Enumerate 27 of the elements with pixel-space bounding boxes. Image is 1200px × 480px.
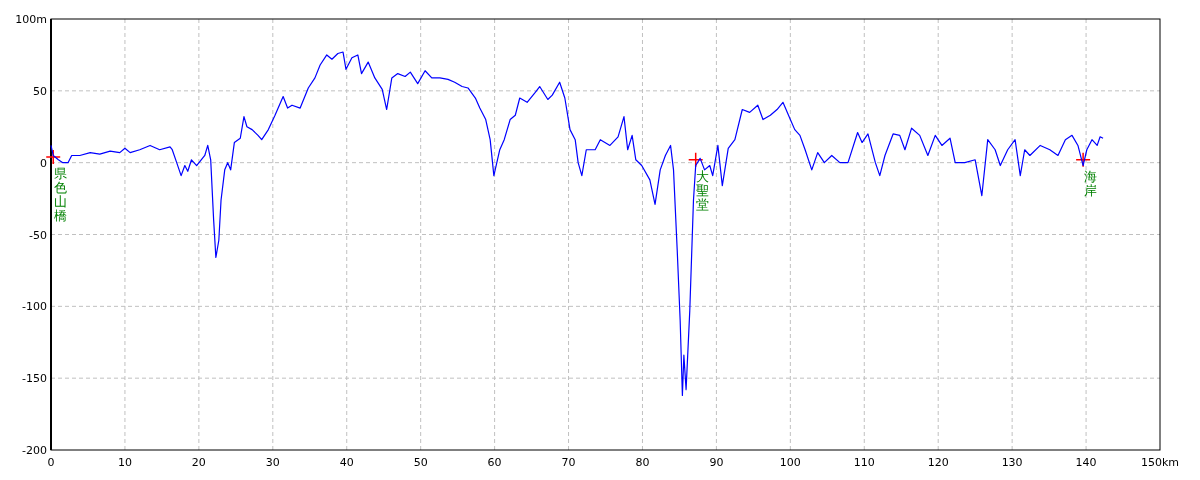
x-tick-label: 90 (709, 456, 724, 469)
x-tick-label: 60 (487, 456, 502, 469)
x-tick-label: 40 (339, 456, 354, 469)
x-tick-label: 50 (413, 456, 428, 469)
y-tick-label: -100 (22, 300, 47, 314)
x-tick-label: 140 (1075, 456, 1097, 469)
line-series (50, 51, 1104, 397)
x-tick-label: 0 (47, 456, 55, 469)
y-tick-label: -50 (29, 228, 47, 242)
y-tick-label: -200 (22, 444, 47, 457)
y-tick-label: 100m (15, 13, 47, 26)
y-tick-label: 50 (33, 84, 47, 98)
annotation: 県色山橋 (53, 165, 67, 223)
x-tick-label: 150km (1140, 456, 1180, 469)
x-tick-label: 70 (561, 456, 576, 469)
x-tick-label: 10 (117, 456, 132, 469)
x-tick-label: 80 (635, 456, 650, 469)
y-tick-label: -150 (22, 372, 47, 386)
y-tick-label: 0 (40, 156, 47, 170)
x-tick-label: 20 (191, 456, 206, 469)
annotation: 大聖堂 (696, 168, 710, 212)
x-tick-label: 130 (1001, 456, 1023, 469)
x-tick-label: 120 (927, 456, 949, 469)
x-tick-label: 100 (779, 456, 801, 469)
annotation: 海岸 (1083, 168, 1097, 198)
x-tick-label: 110 (853, 456, 875, 469)
x-tick-label: 30 (265, 456, 280, 469)
